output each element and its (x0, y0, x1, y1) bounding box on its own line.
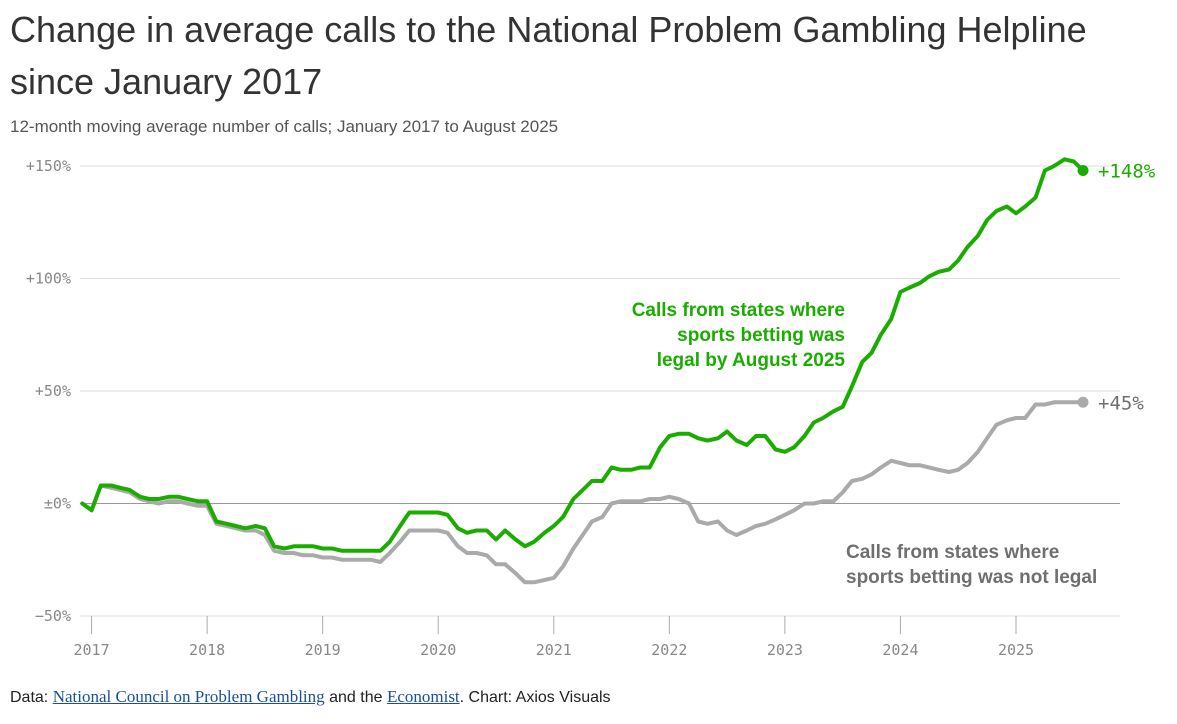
chart-subtitle: 12-month moving average number of calls;… (10, 117, 559, 136)
footer-prefix: Data: (10, 689, 53, 706)
source-link-ncpg[interactable]: National Council on Problem Gambling (52, 687, 325, 706)
y-tick-label: +100% (26, 270, 71, 288)
y-axis-ticks: +150% +100% +50% ±0% −50% (26, 157, 71, 625)
annotation-not-legal-line: sports betting was not legal (846, 567, 1097, 588)
series-endpoint-not-legal (1077, 396, 1089, 408)
gridlines (80, 165, 1120, 617)
annotation-legal-line: sports betting was (677, 325, 845, 346)
x-tick-label: 2019 (305, 641, 341, 659)
source-link-economist[interactable]: Economist (386, 687, 460, 706)
series-endpoint-legal (1077, 165, 1089, 176)
x-tick-label: 2017 (73, 641, 109, 659)
x-axis-ticks: 2017 2018 2019 2020 2021 2022 2023 2024 2025 (73, 616, 1034, 659)
x-tick-label: 2024 (882, 641, 918, 659)
annotation-not-legal-line: Calls from states where (846, 542, 1059, 563)
end-value-label-legal: +148% (1098, 161, 1156, 183)
chart-title: Change in average calls to the National … (10, 9, 1087, 102)
footer-middle: and the (324, 689, 387, 706)
x-tick-label: 2022 (651, 641, 687, 659)
line-chart: +150%+100%+50%±0%−50% 2017 2018 2019 2020 20… (26, 157, 1156, 659)
x-tick-label: 2023 (767, 641, 803, 659)
x-tick-label: 2025 (998, 641, 1034, 659)
y-tick-label: −50% (35, 607, 71, 625)
y-tick-label: ±0% (44, 495, 71, 513)
annotation-legal-line: legal by August 2025 (657, 350, 846, 371)
x-tick-label: 2021 (536, 641, 572, 659)
y-tick-label: +50% (35, 382, 71, 400)
series-line-legal (80, 157, 1085, 553)
series-line-not-legal (80, 400, 1085, 585)
x-tick-label: 2018 (189, 641, 225, 659)
footer-suffix: . Chart: Axios Visuals (459, 689, 611, 706)
source-footer: Data: National Council on Problem Gambli… (10, 687, 611, 707)
x-tick-label: 2020 (420, 641, 456, 659)
end-value-label-not-legal: +45% (1098, 392, 1144, 414)
series-annotations: +45% +148% Calls from states where sports b… (632, 161, 1156, 589)
annotation-legal-line: Calls from states where (632, 300, 845, 321)
y-tick-label: +150% (26, 157, 71, 175)
series-lines (80, 157, 1089, 585)
